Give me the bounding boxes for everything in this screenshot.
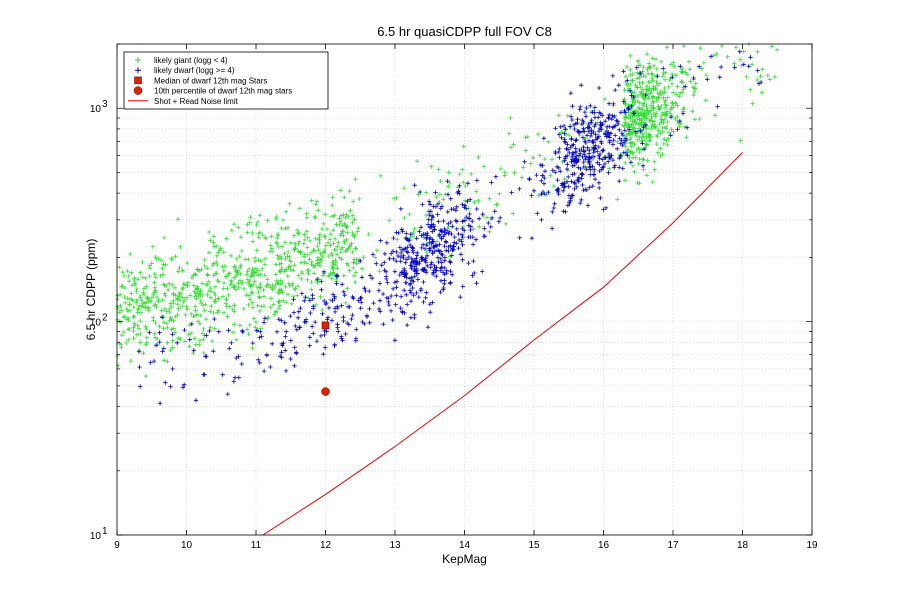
x-axis-ticks: 9 10 11 12 13 14 15 16 17 18 19 <box>114 44 818 551</box>
x-axis-label: KepMag <box>442 552 487 566</box>
scatter-series-dwarf <box>136 49 764 406</box>
median-marker <box>321 321 330 330</box>
y-tick-label: 10 <box>90 318 102 329</box>
legend-entry: 10th percentile of dwarf 12th mag stars <box>154 87 292 96</box>
x-tick-label: 10 <box>181 540 193 551</box>
y-axis-label: 6.5 hr CDPP (ppm) <box>84 239 98 341</box>
noise-limit-path <box>262 152 743 536</box>
x-tick-label: 12 <box>320 540 332 551</box>
legend: likely giant (logg < 4)likely dwarf (log… <box>123 51 329 110</box>
percentile-marker <box>321 387 330 396</box>
legend-swatch <box>134 76 142 85</box>
y-tick-exponent: 2 <box>102 313 108 324</box>
legend-entry: Shot + Read Noise limit <box>154 97 239 106</box>
x-tick-label: 14 <box>459 540 471 551</box>
chart-title: 6.5 hr quasiCDPP full FOV C8 <box>377 24 552 39</box>
x-tick-label: 9 <box>114 540 120 551</box>
legend-swatch <box>135 67 141 74</box>
scatter-series-giant <box>115 41 780 379</box>
x-tick-label: 11 <box>251 540 262 551</box>
dwarf-12th-mag-markers <box>321 321 330 396</box>
y-tick-label: 10 <box>90 531 102 542</box>
x-tick-label: 19 <box>806 540 818 551</box>
x-tick-label: 15 <box>528 540 540 551</box>
x-tick-label: 18 <box>737 540 749 551</box>
legend-box <box>123 51 329 110</box>
legend-swatch <box>135 57 141 63</box>
y-tick-label: 10 <box>90 104 102 115</box>
legend-entry: likely giant (logg < 4) <box>154 56 228 65</box>
noise-limit-line <box>262 152 743 536</box>
x-tick-label: 13 <box>389 540 401 551</box>
scatter-points <box>115 41 780 406</box>
x-tick-label: 16 <box>598 540 610 551</box>
y-tick-exponent: 1 <box>102 526 108 537</box>
legend-swatch <box>133 86 143 95</box>
legend-entry: likely dwarf (logg >= 4) <box>154 66 235 75</box>
y-tick-exponent: 3 <box>102 99 108 110</box>
x-tick-label: 17 <box>667 540 679 551</box>
legend-entry: Median of dwarf 12th mag Stars <box>154 76 267 85</box>
